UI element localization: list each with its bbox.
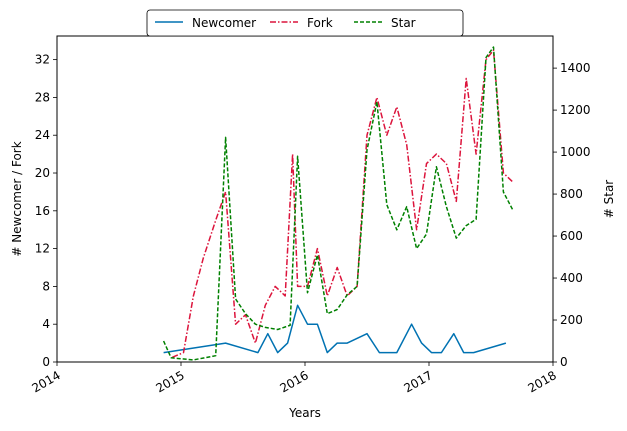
legend-label-fork: Fork bbox=[307, 16, 333, 30]
x-axis-label: Years bbox=[288, 406, 321, 420]
plot-frame bbox=[56, 35, 554, 363]
y-right-tick-label-5: 1000 bbox=[560, 145, 591, 159]
x-tick-label-0: 2014 bbox=[29, 368, 62, 395]
tick-labels: 2014 2015 2016 2017 201804812162024283202004… bbox=[29, 53, 590, 396]
y-left-tick-label-5: 20 bbox=[35, 166, 50, 180]
y-right-tick-label-1: 200 bbox=[560, 313, 583, 327]
series-line-star bbox=[162, 46, 514, 361]
x-tick-label-4: 2018 bbox=[525, 368, 558, 395]
legend-box bbox=[146, 9, 464, 37]
y-left-tick-label-6: 24 bbox=[35, 128, 50, 142]
x-tick-label-3: 2017 bbox=[401, 368, 434, 395]
y-axis-right-label: # Star bbox=[602, 180, 616, 219]
legend: Newcomer Fork Star bbox=[146, 9, 464, 37]
y-right-tick-label-7: 1400 bbox=[560, 61, 591, 75]
y-left-tick-label-4: 16 bbox=[35, 204, 50, 218]
y-left-tick-label-0: 0 bbox=[42, 355, 50, 369]
legend-label-star: Star bbox=[391, 16, 416, 30]
series-layer bbox=[162, 46, 514, 361]
series-line-fork bbox=[172, 49, 514, 358]
series-line-newcomer bbox=[163, 304, 507, 354]
x-tick-label-1: 2015 bbox=[153, 368, 186, 395]
y-right-tick-label-4: 800 bbox=[560, 187, 583, 201]
axis-ticks bbox=[53, 59, 557, 366]
y-left-tick-label-7: 28 bbox=[35, 90, 50, 104]
y-left-tick-label-2: 8 bbox=[42, 279, 50, 293]
y-right-tick-label-0: 0 bbox=[560, 355, 568, 369]
y-right-tick-label-3: 600 bbox=[560, 229, 583, 243]
y-right-tick-label-6: 1200 bbox=[560, 103, 591, 117]
y-left-tick-label-3: 12 bbox=[35, 242, 50, 256]
y-right-tick-label-2: 400 bbox=[560, 271, 583, 285]
y-left-tick-label-1: 4 bbox=[42, 317, 50, 331]
y-axis-left-label: # Newcomer / Fork bbox=[10, 141, 24, 256]
y-left-tick-label-8: 32 bbox=[35, 53, 50, 67]
legend-label-newcomer: Newcomer bbox=[192, 16, 256, 30]
x-tick-label-2: 2016 bbox=[277, 368, 310, 395]
